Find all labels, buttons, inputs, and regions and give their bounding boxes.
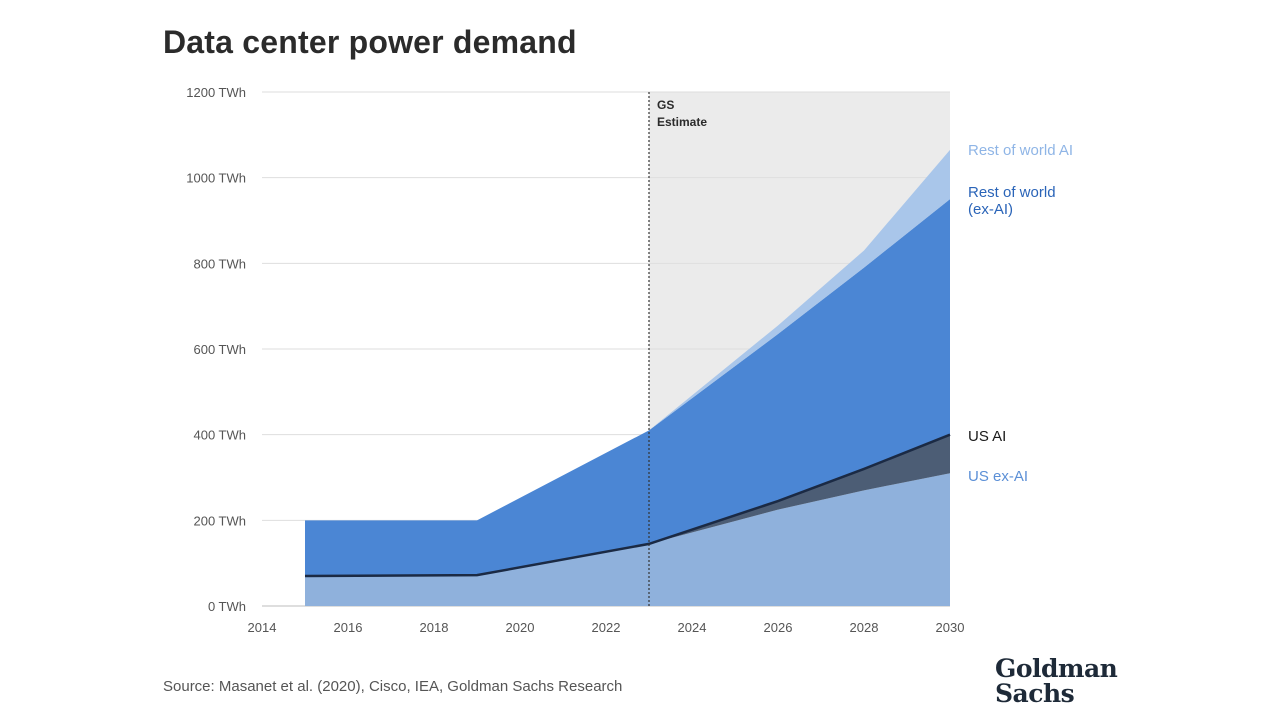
- y-tick-label: 600 TWh: [193, 342, 246, 357]
- label-rest-of-world-ai: Rest of world AI: [968, 142, 1073, 159]
- us-total-line: [304, 433, 951, 578]
- y-tick-label: 1000 TWh: [186, 171, 246, 186]
- x-tick-label: 2028: [850, 620, 879, 635]
- x-tick-label: 2016: [334, 620, 363, 635]
- label-us-ai: US AI: [968, 428, 1006, 445]
- label-rest-of-world-exai-2: (ex-AI): [968, 201, 1013, 218]
- logo-line-2: Sachs: [995, 679, 1075, 708]
- y-tick-label: 800 TWh: [193, 256, 246, 271]
- y-tick-label: 0 TWh: [208, 599, 246, 614]
- x-tick-label: 2020: [506, 620, 535, 635]
- area-rest-of-world-ex-ai: [305, 199, 950, 577]
- goldman-sachs-logo: Goldman Sachs: [995, 654, 1118, 708]
- chart-title: Data center power demand: [163, 24, 577, 60]
- x-tick-label: 2030: [936, 620, 965, 635]
- x-axis: 2014 2016 2018 2020 2022 2024 2026 2028 2030: [248, 620, 965, 635]
- source-note: Source: Masanet et al. (2020), Cisco, IE…: [163, 678, 623, 695]
- area-us-ex-ai: [305, 473, 950, 606]
- y-tick-label: 200 TWh: [193, 513, 246, 528]
- series-labels: Rest of world AI Rest of world (ex-AI) U…: [968, 142, 1073, 485]
- x-tick-label: 2026: [764, 620, 793, 635]
- logo-line-1: Goldman: [995, 654, 1118, 683]
- y-tick-label: 1200 TWh: [186, 85, 246, 100]
- areas: [304, 149, 951, 606]
- label-us-exai: US ex-AI: [968, 468, 1028, 485]
- x-tick-label: 2024: [678, 620, 707, 635]
- estimate-label-2: Estimate: [657, 115, 707, 129]
- x-tick-label: 2014: [248, 620, 277, 635]
- label-rest-of-world-exai-1: Rest of world: [968, 184, 1056, 201]
- x-tick-label: 2018: [420, 620, 449, 635]
- estimate-label-1: GS: [657, 98, 674, 112]
- y-tick-label: 400 TWh: [193, 428, 246, 443]
- y-axis: 0 TWh 200 TWh 400 TWh 600 TWh 800 TWh 1000 TW…: [186, 85, 246, 614]
- x-tick-label: 2022: [592, 620, 621, 635]
